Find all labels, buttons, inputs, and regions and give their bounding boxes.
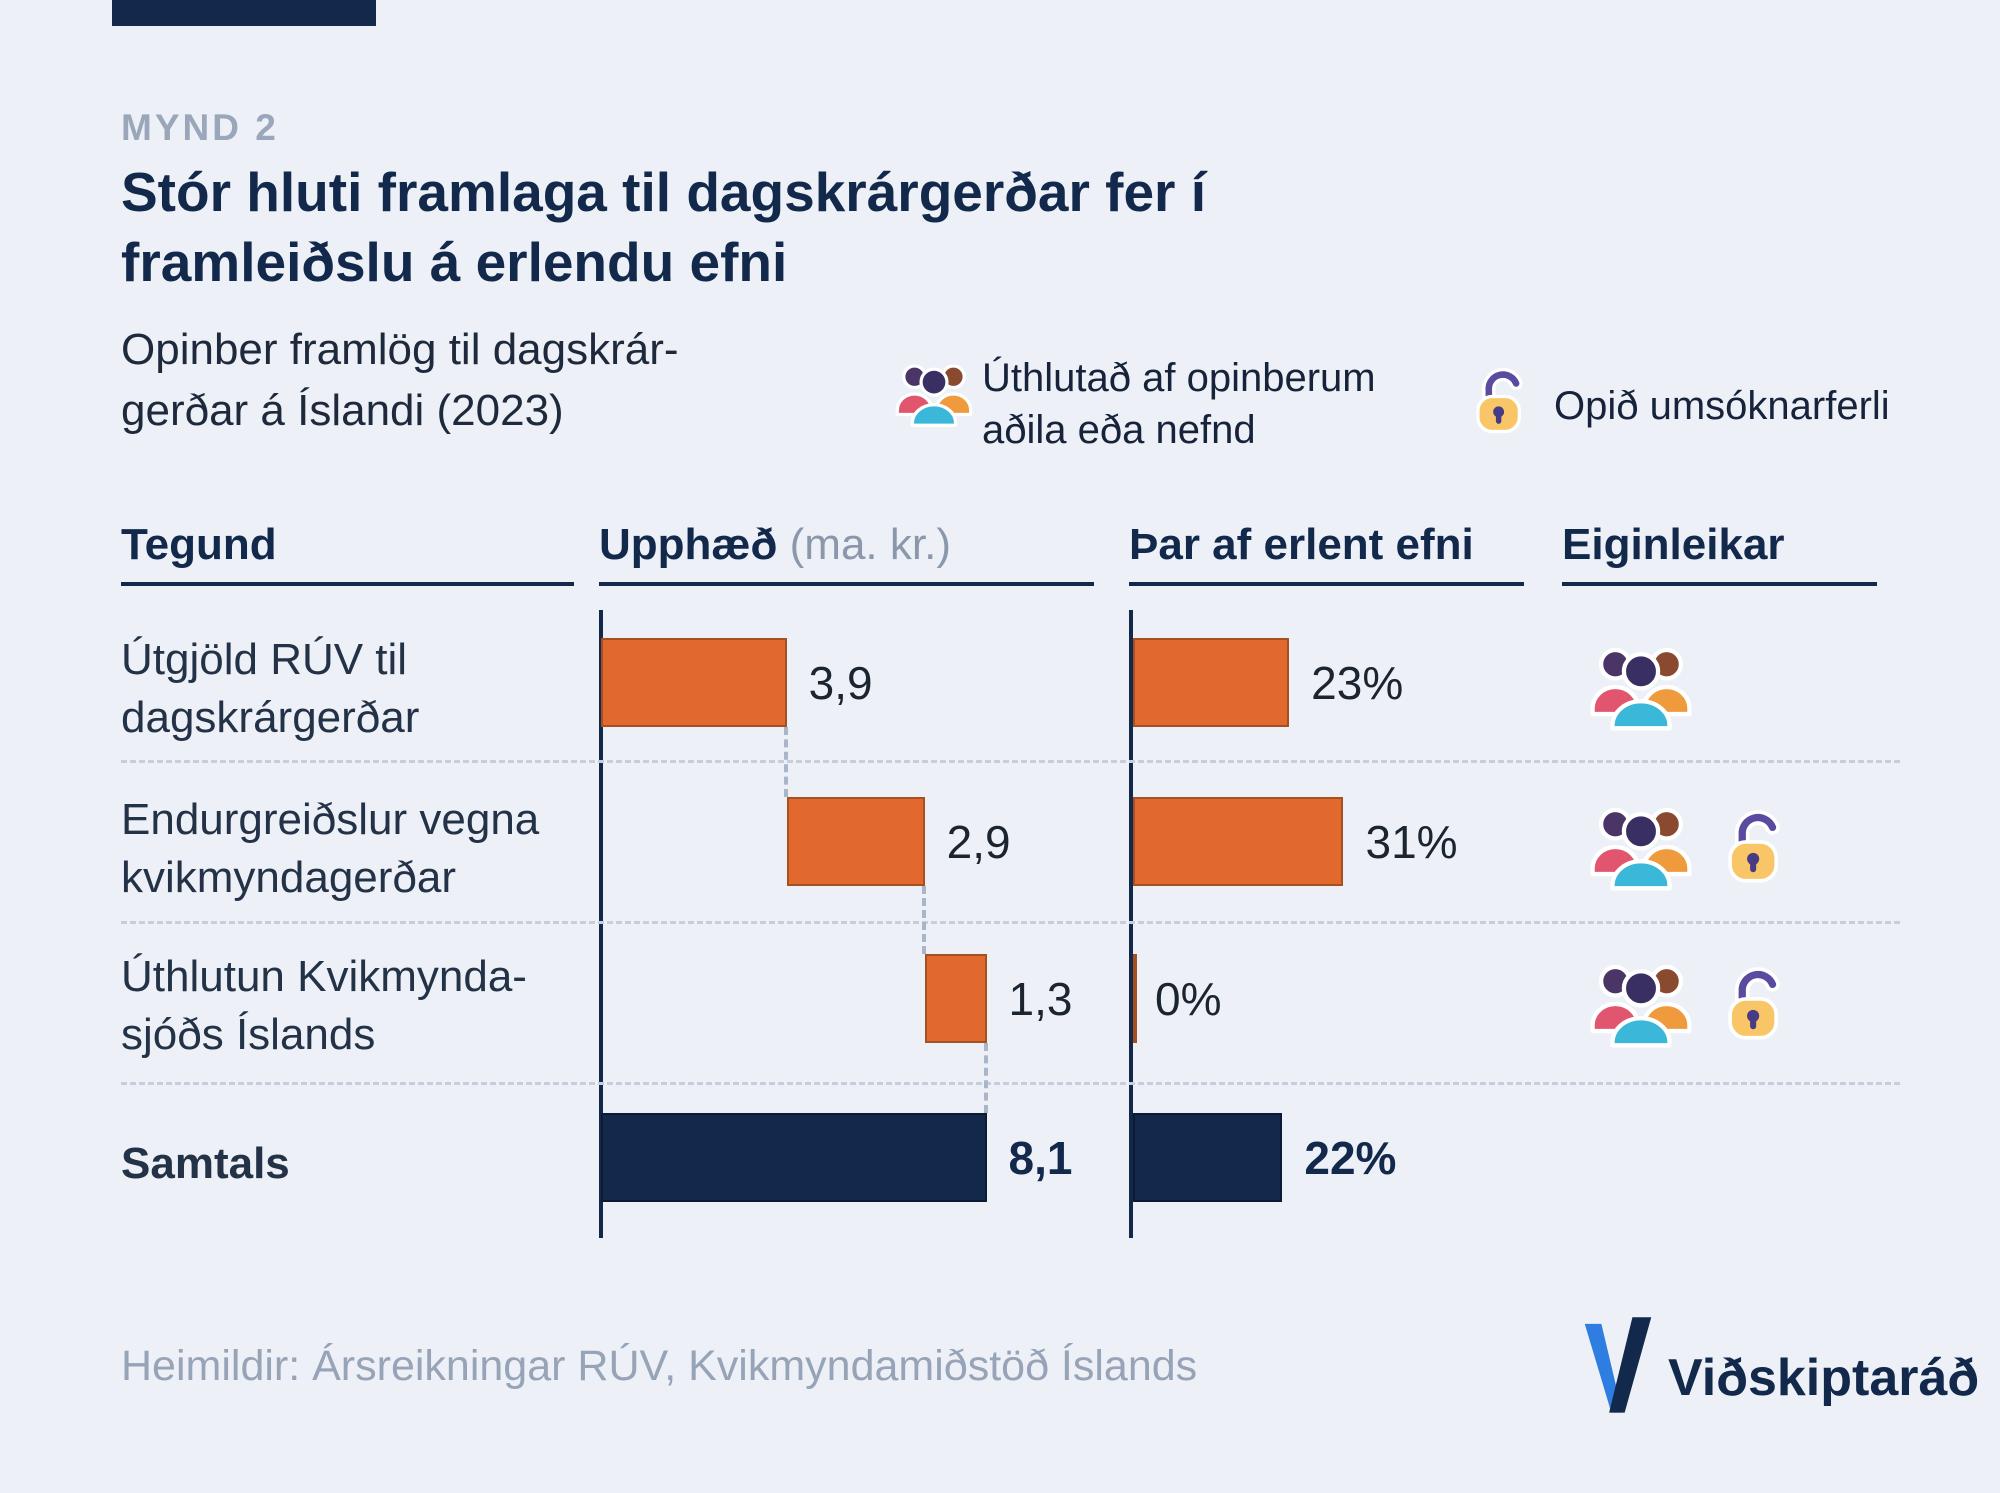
- percent-bar: [1133, 954, 1137, 1043]
- row-label-ruv: Útgjöld RÚV til dagskrárgerðar: [121, 631, 419, 747]
- legend-people-label: Úthlutað af opinberum aðila eða nefnd: [982, 352, 1376, 456]
- header-underline-tegund: [121, 582, 574, 586]
- column-header-eiginleikar: Eiginleikar: [1562, 520, 1785, 569]
- column-header-tegund: Tegund: [121, 520, 277, 569]
- people-group-icon: [1586, 957, 1696, 1051]
- row-label-endurgreidslur: Endurgreiðslur vegna kvikmyndagerðar: [121, 791, 539, 907]
- waterfall-connector: [983, 1043, 988, 1113]
- waterfall-connector: [921, 886, 926, 954]
- chart-subtitle: Opinber framlög til dagskrár- gerðar á Í…: [121, 320, 679, 441]
- amount-bar-track: 2,9: [601, 797, 1121, 886]
- subtitle-line-1: Opinber framlög til dagskrár-: [121, 325, 679, 374]
- amount-value: 3,9: [808, 656, 873, 709]
- row-separator: [121, 1082, 1900, 1085]
- legend-people-line-2: aðila eða nefnd: [982, 408, 1256, 452]
- percent-bar: [1133, 638, 1290, 727]
- vidskiptarad-logo-icon: [1582, 1315, 1654, 1417]
- header-underline-eiginleikar: [1562, 582, 1877, 586]
- amount-bar: [786, 797, 925, 886]
- source-note: Heimildir: Ársreikningar RÚV, Kvikmyndam…: [121, 1342, 1198, 1390]
- column-header-upphaed-label: Upphæð: [599, 520, 778, 569]
- column-header-upphaed-unit: (ma. kr.): [789, 520, 951, 569]
- percent-value: 31%: [1365, 815, 1458, 868]
- amount-bar-track-total: 8,1: [601, 1113, 1121, 1202]
- percent-bar-track: 0%: [1133, 954, 1653, 1043]
- row-label-line: sjóðs Íslands: [121, 1010, 376, 1060]
- percent-bar: [1133, 797, 1344, 886]
- header-underline-erlent: [1129, 582, 1524, 586]
- row-label-line: dagskrárgerðar: [121, 693, 420, 743]
- percent-bar-track: 23%: [1133, 638, 1653, 727]
- amount-bar: [601, 638, 787, 727]
- row-label-line: Endurgreiðslur vegna: [121, 795, 540, 844]
- open-padlock-icon: [1718, 808, 1798, 888]
- amount-bar-track: 1,3: [601, 954, 1121, 1043]
- row-label-kvikmyndasjodur: Úthlutun Kvikmynda- sjóðs Íslands: [121, 948, 527, 1064]
- percent-bar-track-total: 22%: [1133, 1113, 1653, 1202]
- percent-bar-track: 31%: [1133, 797, 1653, 886]
- waterfall-connector: [783, 727, 788, 797]
- row-label-samtals: Samtals: [121, 1139, 290, 1188]
- open-padlock-icon: [1467, 366, 1539, 438]
- amount-bar-track: 3,9: [601, 638, 1121, 727]
- title-line-2: framleiðslu á erlendu efni: [121, 230, 788, 293]
- amount-value-total: 8,1: [1008, 1131, 1073, 1184]
- row-separator: [121, 921, 1900, 924]
- people-group-icon: [893, 358, 975, 430]
- brand-name: Viðskiptaráð: [1668, 1349, 1980, 1407]
- percent-bar-total: [1133, 1113, 1283, 1202]
- amount-value: 2,9: [946, 815, 1011, 868]
- row-label-line: Útgjöld RÚV til: [121, 635, 408, 684]
- title-line-1: Stór hluti framlaga til dagskrárgerðar f…: [121, 161, 1207, 223]
- subtitle-line-2: gerðar á Íslandi (2023): [121, 385, 564, 435]
- people-group-icon: [1586, 640, 1696, 734]
- amount-bar-total: [601, 1113, 987, 1202]
- percent-value-total: 22%: [1304, 1131, 1397, 1184]
- top-accent-bar: [112, 0, 376, 26]
- amount-bar: [924, 954, 987, 1043]
- figure-kicker: MYND 2: [121, 107, 279, 148]
- row-label-line: kvikmyndagerðar: [121, 853, 457, 903]
- amount-value: 1,3: [1008, 972, 1073, 1025]
- row-label-line: Úthlutun Kvikmynda-: [121, 952, 527, 1001]
- percent-value: 23%: [1311, 656, 1404, 709]
- percent-axis: [1129, 610, 1133, 1238]
- legend-lock-label: Opið umsóknarferli: [1554, 384, 1890, 428]
- open-padlock-icon: [1718, 965, 1798, 1045]
- legend-people-line-1: Úthlutað af opinberum: [982, 356, 1376, 400]
- amount-axis: [599, 610, 603, 1238]
- column-header-upphaed: Upphæð (ma. kr.): [599, 520, 951, 570]
- column-header-erlent: Þar af erlent efni: [1129, 520, 1474, 569]
- row-separator: [121, 760, 1900, 763]
- people-group-icon: [1586, 800, 1696, 894]
- page-title: Stór hluti framlaga til dagskrárgerðar f…: [121, 158, 1206, 298]
- percent-value: 0%: [1155, 972, 1222, 1025]
- header-underline-upphaed: [599, 582, 1094, 586]
